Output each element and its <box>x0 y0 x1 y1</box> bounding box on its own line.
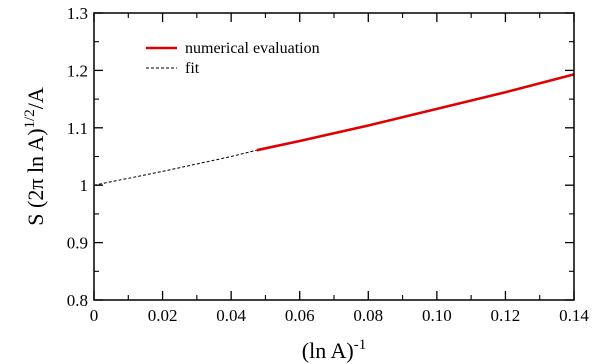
y-tick-label: 1.2 <box>67 61 88 80</box>
y-tick-label: 0.8 <box>67 291 88 310</box>
x-tick-label: 0.02 <box>148 306 178 325</box>
legend-label: numerical evaluation <box>185 40 320 57</box>
x-tick-label: 0.12 <box>491 306 521 325</box>
series-numerical-evaluation-line <box>256 73 575 152</box>
series-group <box>93 73 575 186</box>
x-tick-label: 0.06 <box>285 306 315 325</box>
series-fit-line <box>93 73 575 186</box>
axis-ticks: 0 0.02 0.04 0.06 0.08 0.10 0.12 0.14 0.8 0.9 1 1.1 1… <box>67 4 590 325</box>
x-tick-label: 0.14 <box>559 306 589 325</box>
x-tick-label: 0 <box>90 306 99 325</box>
y-tick-label: 0.9 <box>67 234 88 253</box>
y-tick-label: 1.3 <box>67 4 88 23</box>
y-tick-label: 1 <box>80 176 89 195</box>
x-axis-title: (ln A)-1 <box>302 337 366 363</box>
x-tick-label: 0.08 <box>353 306 383 325</box>
x-tick-label: 0.10 <box>422 306 452 325</box>
x-tick-label: 0.04 <box>216 306 246 325</box>
legend-label: fit <box>185 60 200 77</box>
plot-frame <box>93 12 575 301</box>
y-axis-title: S (2π ln A)1/2/A <box>22 87 48 226</box>
y-tick-label: 1.1 <box>67 119 88 138</box>
legend: numerical evaluation fit <box>146 40 320 77</box>
